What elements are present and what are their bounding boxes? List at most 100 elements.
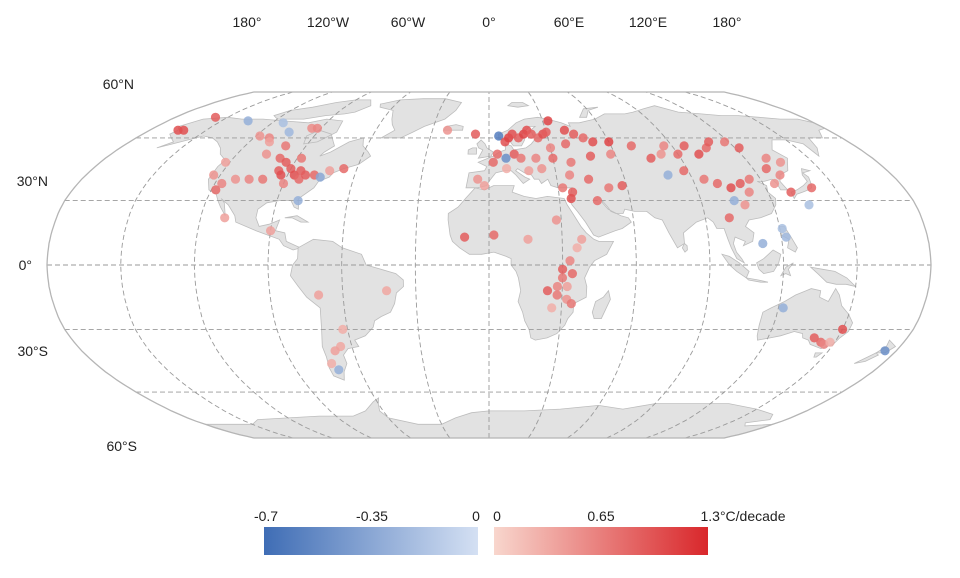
- land-mass: [756, 287, 854, 350]
- lon-label-120w: 120°W: [307, 14, 350, 30]
- station-marker: [293, 196, 303, 206]
- station-marker: [325, 166, 335, 176]
- station-marker: [470, 129, 481, 139]
- station-marker: [312, 123, 322, 133]
- station-marker: [537, 164, 547, 174]
- station-marker: [541, 127, 551, 137]
- station-marker: [258, 174, 268, 184]
- station-marker: [606, 149, 616, 159]
- station-marker: [327, 358, 337, 369]
- station-marker: [557, 273, 568, 283]
- station-marker: [825, 337, 835, 347]
- station-marker: [330, 346, 340, 356]
- station-marker: [261, 149, 272, 159]
- station-marker: [679, 166, 689, 176]
- latitude-labels: 60°N 30°N 0° 30°S 60°S: [17, 76, 137, 454]
- station-marker: [734, 143, 744, 153]
- station-marker: [526, 129, 536, 139]
- station-marker: [704, 137, 714, 147]
- station-marker: [209, 170, 219, 180]
- station-marker: [543, 116, 553, 126]
- station-marker: [656, 149, 666, 159]
- station-marker: [502, 164, 512, 174]
- station-marker: [663, 170, 673, 180]
- land-mass: [289, 238, 404, 381]
- land-mass: [284, 215, 310, 223]
- station-marker: [220, 213, 230, 223]
- station-marker: [211, 185, 221, 195]
- station-marker: [578, 133, 588, 143]
- station-marker: [558, 183, 568, 193]
- station-marker: [230, 174, 241, 184]
- station-marker: [217, 178, 227, 189]
- station-marker: [545, 143, 556, 153]
- lon-label-180e: 180°: [713, 14, 742, 30]
- station-marker: [516, 153, 526, 163]
- station-marker: [281, 157, 291, 167]
- station-marker: [559, 125, 570, 135]
- land-layer: [156, 98, 897, 438]
- station-marker: [761, 164, 771, 174]
- land-mass: [578, 106, 599, 118]
- colorbar-legend: -0.7 -0.35 0 0 0.65 1.3°C/decade: [254, 508, 786, 555]
- station-marker: [442, 125, 453, 135]
- station-marker: [284, 127, 294, 137]
- station-marker: [724, 213, 734, 223]
- station-marker: [769, 178, 780, 189]
- station-marker: [720, 137, 730, 147]
- colorbar-neg-tick-zero: 0: [472, 508, 480, 524]
- meridian-line: [341, 92, 411, 438]
- station-marker: [294, 174, 304, 184]
- station-marker: [221, 157, 231, 167]
- land-mass: [721, 253, 750, 279]
- station-marker: [592, 196, 603, 206]
- longitude-labels: 180° 120°W 60°W 0° 60°E 120°E 180°: [233, 14, 742, 30]
- station-marker: [561, 139, 571, 149]
- station-marker: [775, 170, 785, 180]
- station-marker: [804, 200, 814, 210]
- station-marker: [646, 153, 656, 163]
- station-marker: [807, 183, 817, 193]
- station-marker: [726, 183, 736, 193]
- station-marker: [552, 281, 563, 292]
- station-marker: [531, 153, 541, 163]
- land-mass: [779, 262, 794, 277]
- station-marker: [547, 303, 557, 313]
- station-marker: [761, 153, 771, 163]
- station-marker: [758, 238, 768, 249]
- station-marker: [740, 200, 750, 210]
- meridian-line: [567, 92, 637, 438]
- land-mass: [813, 352, 824, 358]
- lon-label-180w: 180°: [233, 14, 262, 30]
- station-marker: [777, 223, 787, 234]
- station-marker: [551, 215, 562, 225]
- land-mass: [809, 266, 857, 288]
- lon-label-120e: 120°E: [629, 14, 667, 30]
- land-mass: [874, 339, 897, 354]
- station-marker: [729, 196, 739, 206]
- station-marker: [673, 149, 683, 159]
- station-marker: [565, 170, 575, 180]
- meridian-line: [684, 92, 858, 438]
- station-marker: [179, 125, 189, 135]
- lat-label-0: 0°: [19, 257, 32, 273]
- station-marker: [569, 129, 579, 139]
- station-marker: [566, 193, 576, 204]
- station-marker: [712, 178, 723, 189]
- lat-label-60s: 60°S: [106, 438, 137, 454]
- station-marker: [626, 141, 636, 151]
- station-marker: [489, 230, 499, 240]
- station-marker: [838, 324, 848, 334]
- lon-label-60w: 60°W: [391, 14, 426, 30]
- station-markers: [173, 112, 890, 375]
- station-marker: [567, 269, 578, 279]
- lon-label-60e: 60°E: [554, 14, 585, 30]
- station-marker: [264, 137, 274, 147]
- station-marker: [494, 131, 504, 141]
- station-marker: [562, 281, 572, 292]
- station-marker: [694, 149, 704, 159]
- station-marker: [572, 243, 582, 253]
- station-marker: [735, 178, 745, 189]
- station-marker: [588, 137, 598, 147]
